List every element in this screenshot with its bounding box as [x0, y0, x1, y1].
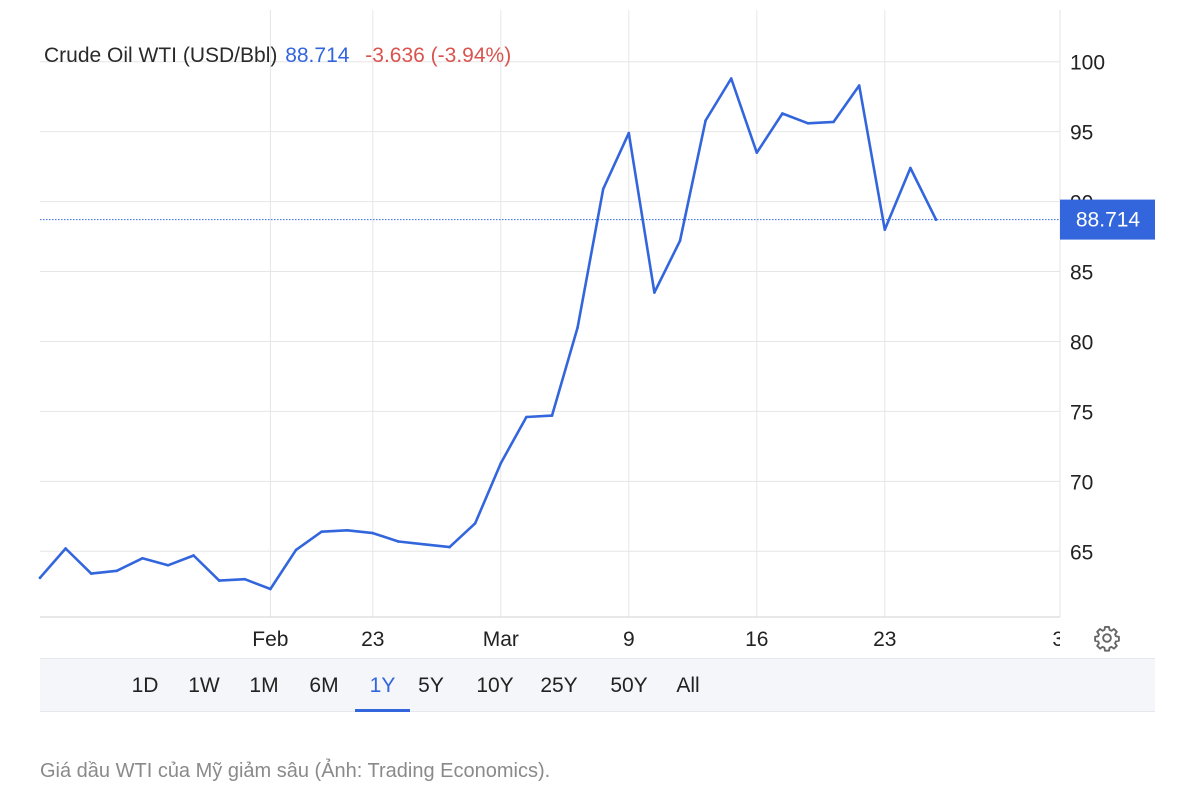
data-point[interactable]	[422, 542, 426, 546]
data-point[interactable]	[832, 120, 835, 124]
range-tab-10y[interactable]: 10Y	[476, 674, 514, 697]
x-tick-label: 9	[623, 628, 635, 651]
range-tab-25y[interactable]: 25Y	[540, 674, 578, 697]
data-point[interactable]	[294, 548, 298, 552]
data-point[interactable]	[781, 112, 784, 115]
x-tick-label: 16	[745, 628, 768, 651]
data-point[interactable]	[141, 556, 144, 560]
data-point[interactable]	[397, 540, 400, 543]
data-point[interactable]	[704, 119, 707, 122]
range-tab-50y[interactable]: 50Y	[610, 674, 648, 697]
instrument-name: Crude Oil WTI (USD/Bbl)	[44, 44, 278, 67]
last-value-badge	[1060, 199, 1155, 240]
x-tick-label: Feb	[252, 628, 288, 651]
data-point[interactable]	[525, 415, 528, 419]
data-point[interactable]	[653, 291, 656, 294]
range-tab-5y[interactable]: 5Y	[418, 674, 444, 697]
series-line[interactable]	[38, 77, 938, 591]
data-point[interactable]	[473, 521, 477, 525]
data-point[interactable]	[64, 547, 67, 550]
x-tick-label: 23	[361, 628, 384, 651]
data-point[interactable]	[627, 131, 631, 135]
y-tick-label: 80	[1070, 331, 1093, 354]
range-tab-6m[interactable]: 6M	[309, 674, 339, 697]
y-tick-label: 65	[1070, 541, 1093, 564]
y-tick-label: 70	[1070, 471, 1093, 494]
price-change: -3.636 (-3.94%)	[365, 44, 512, 67]
y-tick-label: 85	[1070, 262, 1093, 285]
x-tick-label: Mar	[483, 628, 519, 651]
x-tick-label: 23	[873, 628, 896, 651]
settings-button[interactable]	[1093, 624, 1121, 652]
data-point[interactable]	[345, 528, 349, 532]
data-point[interactable]	[115, 569, 119, 573]
y-tick-label: 75	[1070, 401, 1093, 424]
data-point[interactable]	[38, 576, 42, 580]
data-point[interactable]	[550, 414, 554, 417]
data-point[interactable]	[320, 530, 323, 533]
data-point[interactable]	[499, 461, 503, 465]
range-tab-1y[interactable]: 1Y	[355, 659, 410, 712]
data-point[interactable]	[883, 228, 887, 231]
gear-icon	[1094, 625, 1120, 652]
data-point[interactable]	[934, 218, 938, 221]
data-point[interactable]	[269, 587, 272, 591]
axis-label-mask	[1060, 620, 1090, 656]
last-value-label: 88.714	[1076, 209, 1141, 232]
y-tick-label: 100	[1070, 52, 1105, 75]
data-point[interactable]	[909, 166, 912, 170]
data-point[interactable]	[217, 579, 221, 582]
range-tab-all[interactable]: All	[676, 674, 700, 697]
data-point[interactable]	[192, 554, 195, 557]
range-tab-1w[interactable]: 1W	[188, 674, 220, 697]
data-point[interactable]	[448, 545, 451, 549]
range-tab-1d[interactable]: 1D	[131, 674, 159, 697]
data-point[interactable]	[729, 77, 733, 80]
data-point[interactable]	[806, 121, 810, 125]
image-caption: Giá dầu WTI của Mỹ giảm sâu (Ảnh: Tradin…	[40, 760, 551, 782]
data-point[interactable]	[601, 187, 605, 191]
data-point[interactable]	[371, 531, 375, 535]
data-point[interactable]	[89, 572, 93, 575]
data-point[interactable]	[243, 577, 247, 581]
range-selector: 1D 1W 1M 6M 1Y 5Y 10Y 25Y 50Y All	[40, 658, 1155, 712]
data-point[interactable]	[755, 151, 759, 154]
data-point[interactable]	[678, 239, 682, 243]
data-point[interactable]	[857, 84, 861, 87]
y-tick-label: 95	[1070, 122, 1093, 145]
current-price: 88.714	[285, 44, 350, 67]
range-tab-1m[interactable]: 1M	[249, 674, 279, 697]
data-point[interactable]	[166, 563, 170, 567]
data-point[interactable]	[576, 326, 579, 329]
chart-header: Crude Oil WTI (USD/Bbl) 88.714 -3.636 (-…	[44, 44, 511, 68]
